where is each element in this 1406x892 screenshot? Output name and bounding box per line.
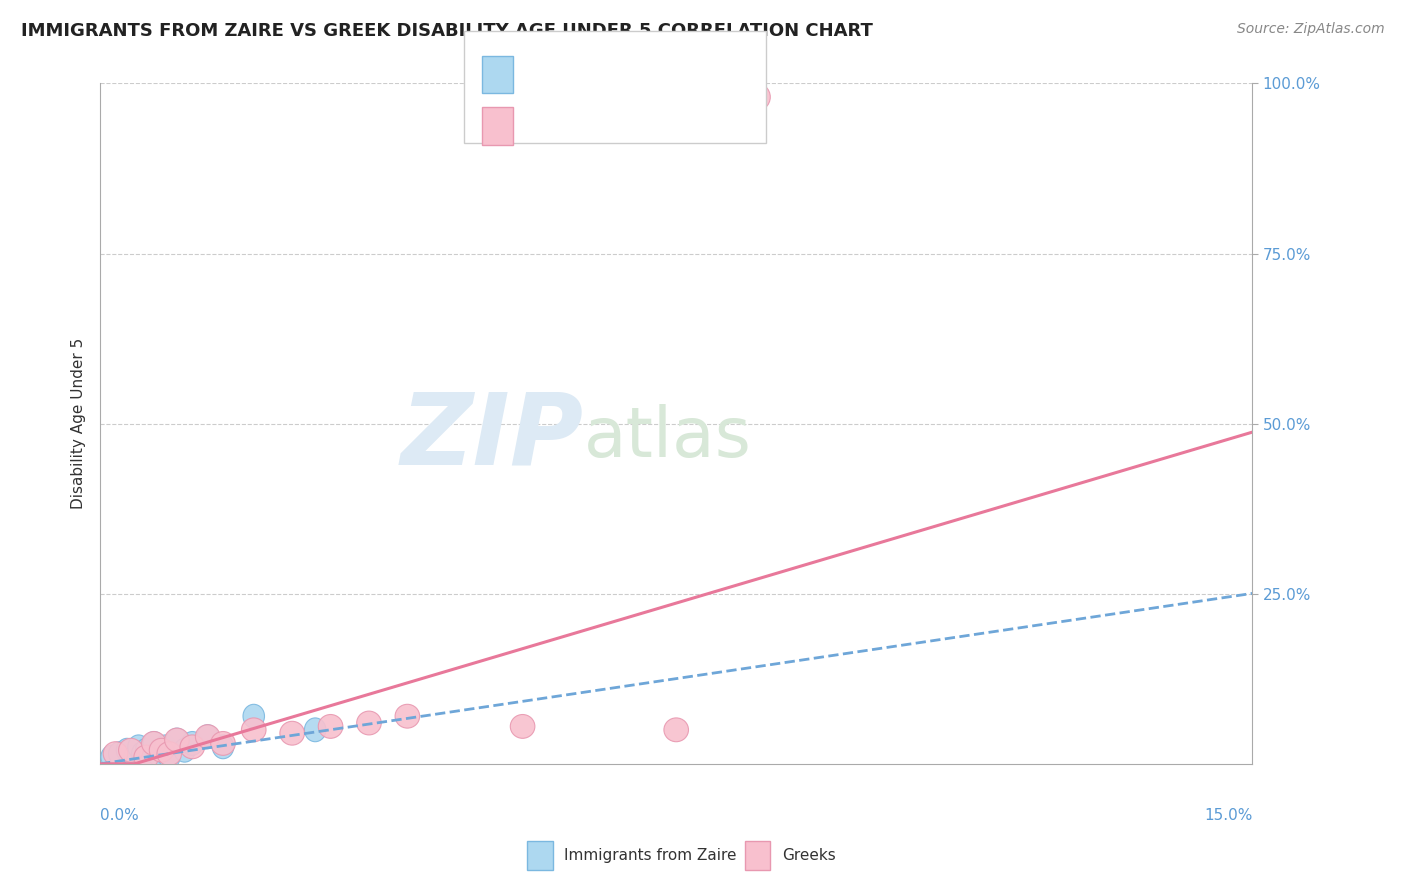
Ellipse shape — [664, 718, 689, 742]
Ellipse shape — [180, 735, 205, 759]
Ellipse shape — [280, 722, 305, 745]
Text: ZIP: ZIP — [401, 389, 583, 486]
Ellipse shape — [243, 705, 264, 728]
Ellipse shape — [510, 714, 534, 739]
Text: IMMIGRANTS FROM ZAIRE VS GREEK DISABILITY AGE UNDER 5 CORRELATION CHART: IMMIGRANTS FROM ZAIRE VS GREEK DISABILIT… — [21, 22, 873, 40]
Ellipse shape — [165, 728, 190, 752]
Ellipse shape — [735, 82, 770, 112]
Ellipse shape — [149, 739, 174, 762]
Ellipse shape — [174, 739, 195, 762]
Y-axis label: Disability Age Under 5: Disability Age Under 5 — [72, 338, 86, 509]
Text: atlas: atlas — [583, 404, 752, 471]
Ellipse shape — [148, 742, 169, 765]
Ellipse shape — [211, 731, 235, 756]
Ellipse shape — [242, 718, 266, 742]
Ellipse shape — [101, 745, 122, 769]
Ellipse shape — [197, 724, 218, 748]
Ellipse shape — [305, 718, 326, 742]
Ellipse shape — [150, 739, 173, 762]
Ellipse shape — [166, 728, 187, 752]
Ellipse shape — [124, 745, 145, 769]
Ellipse shape — [103, 742, 128, 765]
Ellipse shape — [139, 745, 160, 769]
Ellipse shape — [143, 731, 165, 756]
Ellipse shape — [159, 745, 180, 769]
Ellipse shape — [142, 731, 166, 756]
Ellipse shape — [135, 739, 157, 762]
Ellipse shape — [155, 735, 176, 759]
Text: R = 0.508   N = 17: R = 0.508 N = 17 — [524, 119, 669, 134]
Ellipse shape — [395, 705, 419, 728]
Ellipse shape — [117, 739, 138, 762]
Ellipse shape — [134, 745, 159, 769]
Ellipse shape — [212, 735, 233, 759]
Text: 15.0%: 15.0% — [1204, 808, 1253, 823]
Text: R = 0.585   N = 15: R = 0.585 N = 15 — [524, 67, 669, 82]
Ellipse shape — [318, 714, 343, 739]
Ellipse shape — [195, 724, 219, 748]
Ellipse shape — [108, 742, 131, 765]
Text: Source: ZipAtlas.com: Source: ZipAtlas.com — [1237, 22, 1385, 37]
Text: Greeks: Greeks — [782, 848, 835, 863]
Ellipse shape — [132, 742, 153, 765]
Text: 0.0%: 0.0% — [100, 808, 139, 823]
Ellipse shape — [128, 735, 149, 759]
Ellipse shape — [181, 731, 202, 756]
Text: Immigrants from Zaire: Immigrants from Zaire — [564, 848, 737, 863]
Ellipse shape — [357, 711, 381, 735]
Ellipse shape — [157, 742, 181, 765]
Ellipse shape — [118, 739, 143, 762]
